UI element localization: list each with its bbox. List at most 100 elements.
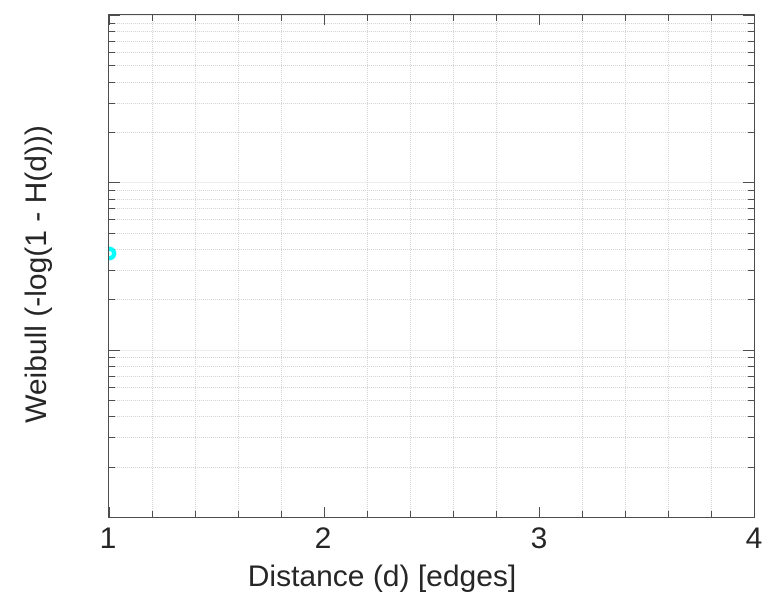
grid-line-minor-h xyxy=(109,386,754,388)
x-tick-minor-top xyxy=(496,15,497,21)
y-tick-minor-right xyxy=(748,198,754,200)
grid-line-minor-h xyxy=(109,365,754,367)
grid-line-minor-h xyxy=(109,248,754,250)
y-tick-minor xyxy=(109,102,115,104)
grid-line-major-h xyxy=(109,349,754,351)
grid-line-minor-h xyxy=(109,52,754,54)
y-tick-minor xyxy=(109,299,115,301)
y-tick-minor-right xyxy=(748,400,754,402)
x-axis-title: Distance (d) [edges] xyxy=(247,560,517,593)
x-tick-minor xyxy=(195,511,196,517)
grid-line-minor-v xyxy=(238,15,239,517)
y-tick-minor-right xyxy=(748,299,754,301)
y-tick-major-right xyxy=(743,15,754,16)
y-tick-minor xyxy=(109,31,115,33)
x-tick-minor-top xyxy=(668,15,669,21)
y-tick-minor xyxy=(109,131,115,133)
y-tick-minor-right xyxy=(748,219,754,221)
y-tick-minor-right xyxy=(748,248,754,250)
x-tick-major-top xyxy=(539,15,540,25)
grid-line-major-h xyxy=(109,15,754,16)
y-tick-minor-right xyxy=(748,81,754,83)
grid-line-minor-h xyxy=(109,357,754,359)
data-point[interactable] xyxy=(109,246,116,260)
y-tick-minor-right xyxy=(748,416,754,418)
y-tick-minor xyxy=(109,357,115,359)
x-tick-minor-top xyxy=(453,15,454,21)
grid-line-minor-h xyxy=(109,219,754,221)
y-tick-minor xyxy=(109,22,115,24)
x-tick-minor-top xyxy=(195,15,196,21)
x-tick-major xyxy=(109,507,110,517)
grid-line-minor-h xyxy=(109,131,754,133)
x-tick-label: 2 xyxy=(314,522,332,555)
y-tick-minor xyxy=(109,386,115,388)
y-tick-minor-right xyxy=(748,386,754,388)
x-tick-label: 1 xyxy=(99,522,117,555)
y-tick-major-right xyxy=(743,182,754,184)
y-tick-minor-right xyxy=(748,31,754,33)
y-tick-minor-right xyxy=(748,269,754,271)
grid-line-minor-v xyxy=(711,15,712,517)
x-tick-minor xyxy=(238,511,239,517)
x-tick-minor xyxy=(410,511,411,517)
grid-line-minor-h xyxy=(109,189,754,191)
y-tick-minor xyxy=(109,375,115,377)
grid-line-minor-h xyxy=(109,232,754,234)
y-tick-minor-right xyxy=(748,375,754,377)
grid-line-minor-h xyxy=(109,375,754,377)
grid-line-minor-h xyxy=(109,31,754,33)
y-tick-minor-right xyxy=(748,232,754,234)
x-tick-minor-top xyxy=(711,15,712,21)
y-tick-minor xyxy=(109,365,115,367)
x-tick-minor xyxy=(453,511,454,517)
grid-line-minor-h xyxy=(109,400,754,402)
grid-line-minor-h xyxy=(109,40,754,42)
y-tick-major xyxy=(109,517,120,518)
y-tick-minor-right xyxy=(748,365,754,367)
x-tick-minor xyxy=(367,511,368,517)
y-tick-major-right xyxy=(743,517,754,518)
grid-line-minor-v xyxy=(453,15,454,517)
y-tick-minor-right xyxy=(748,437,754,439)
y-tick-minor-right xyxy=(748,208,754,210)
grid-line-minor-h xyxy=(109,198,754,200)
y-tick-major-right xyxy=(743,349,754,351)
y-tick-minor xyxy=(109,198,115,200)
y-tick-minor xyxy=(109,232,115,234)
y-tick-minor-right xyxy=(748,131,754,133)
grid-line-minor-h xyxy=(109,81,754,83)
grid-line-minor-v xyxy=(668,15,669,517)
grid-line-minor-v xyxy=(625,15,626,517)
grid-line-major-h xyxy=(109,182,754,184)
y-tick-minor-right xyxy=(748,22,754,24)
grid-line-minor-h xyxy=(109,208,754,210)
y-tick-minor xyxy=(109,52,115,54)
grid-line-minor-h xyxy=(109,22,754,24)
x-tick-major-top xyxy=(754,15,755,25)
grid-line-minor-v xyxy=(496,15,497,517)
grid-line-minor-h xyxy=(109,466,754,468)
x-tick-minor xyxy=(668,511,669,517)
grid-line-minor-h xyxy=(109,65,754,67)
y-tick-minor xyxy=(109,219,115,221)
y-tick-minor xyxy=(109,40,115,42)
x-tick-major xyxy=(324,507,325,517)
grid-line-minor-v xyxy=(281,15,282,517)
y-tick-minor-right xyxy=(748,40,754,42)
y-tick-minor-right xyxy=(748,466,754,468)
y-tick-minor xyxy=(109,65,115,67)
x-tick-minor xyxy=(582,511,583,517)
y-tick-minor xyxy=(109,466,115,468)
y-tick-major xyxy=(109,15,120,16)
y-tick-minor-right xyxy=(748,357,754,359)
grid-line-minor-v xyxy=(582,15,583,517)
grid-line-minor-h xyxy=(109,269,754,271)
x-tick-minor-top xyxy=(410,15,411,21)
y-tick-minor xyxy=(109,81,115,83)
y-tick-major xyxy=(109,182,120,184)
plot-area xyxy=(108,14,755,518)
y-tick-minor-right xyxy=(748,52,754,54)
y-tick-minor xyxy=(109,416,115,418)
x-tick-minor-top xyxy=(281,15,282,21)
